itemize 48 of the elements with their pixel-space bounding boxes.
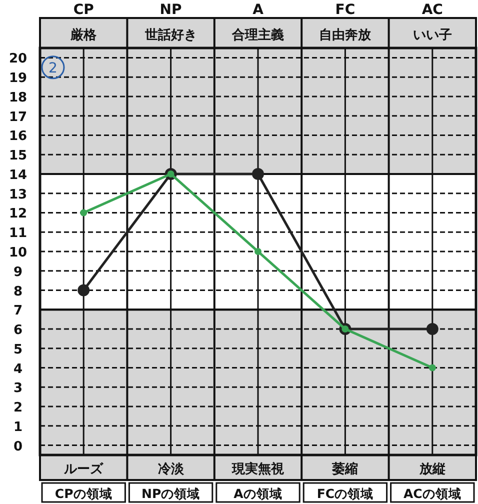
point: [78, 284, 90, 296]
y-tick-label: 2: [13, 400, 23, 416]
text: ACの領域: [403, 486, 462, 501]
y-tick-label: 5: [13, 342, 23, 358]
y-tick-label: 13: [8, 187, 28, 202]
x-tick-label: AC: [422, 2, 443, 18]
y-tick-label: 12: [8, 206, 28, 222]
x-tick-label: FC: [335, 2, 356, 18]
y-tick-label: 4: [13, 362, 23, 377]
point: [252, 168, 264, 180]
y-tick-label: 6: [13, 323, 23, 338]
text: Aの領域: [234, 486, 282, 501]
x-tick-label: CP: [73, 2, 94, 18]
y-tick-label: 14: [8, 168, 28, 183]
y-tick-label: 20: [8, 52, 28, 67]
point: [428, 364, 436, 372]
point: [80, 209, 88, 216]
text: ルーズ: [63, 462, 104, 477]
y-tick-label: 10: [8, 246, 28, 260]
y-tick-label: 17: [8, 110, 28, 125]
annotation: 2: [48, 60, 58, 76]
y-tick-label: 0: [13, 439, 23, 454]
y-tick-label: 19: [8, 71, 28, 86]
y-tick-label: 7: [13, 304, 23, 319]
text: 自由奔放: [319, 28, 372, 43]
y-tick-label: 16: [8, 129, 28, 144]
text: CPの領域: [54, 486, 112, 501]
y-tick-label: 15: [8, 148, 28, 164]
text: NPの領域: [141, 486, 200, 501]
text: 萎縮: [331, 461, 358, 477]
y-tick-label: 11: [8, 226, 28, 242]
text: 現実無視: [231, 461, 285, 477]
text: 世話好き: [144, 27, 197, 43]
y-tick-label: 8: [13, 284, 23, 300]
x-tick-label: NP: [160, 2, 182, 18]
y-tick-label: 3: [13, 381, 23, 396]
text: 合理主義: [231, 27, 284, 43]
text: 放縦: [418, 462, 446, 477]
point: [254, 248, 262, 255]
y-tick-label: 18: [8, 90, 28, 106]
y-tick-label: 9: [13, 264, 23, 280]
text: 冷淡: [158, 462, 185, 477]
point: [426, 323, 438, 336]
y-tick-label: 1: [13, 420, 23, 435]
text: いい子: [412, 28, 452, 43]
text: FCの領域: [316, 486, 374, 501]
text: 厳格: [70, 27, 98, 43]
x-tick-label: A: [252, 2, 264, 18]
